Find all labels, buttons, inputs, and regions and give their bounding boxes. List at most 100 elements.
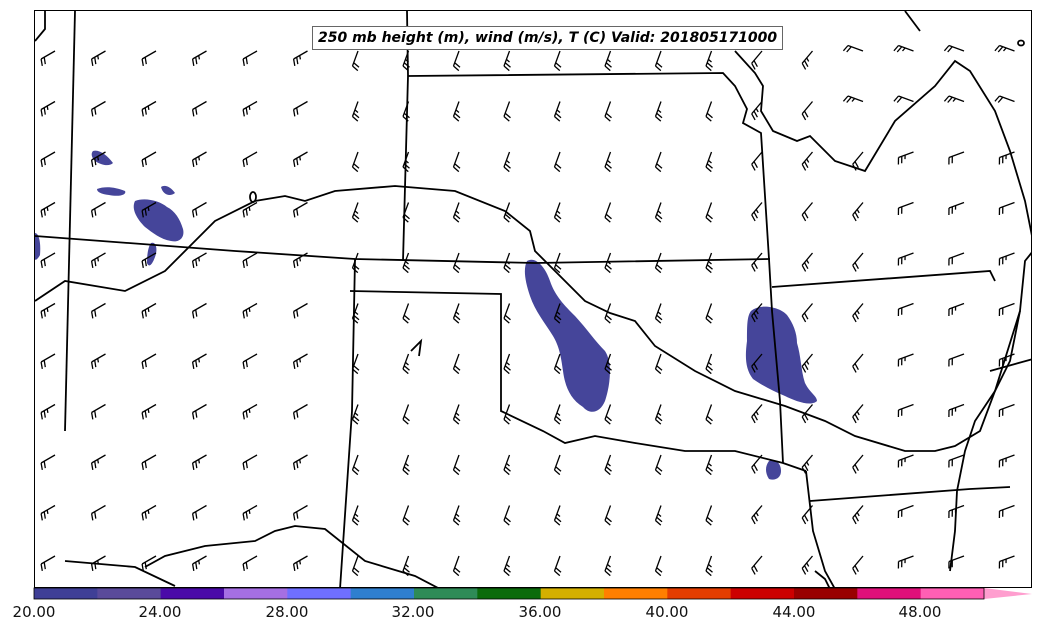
wind-barb	[801, 252, 813, 272]
border-line	[805, 470, 835, 587]
colorbar-extend-arrow	[984, 588, 1032, 599]
wind-barb	[402, 505, 410, 526]
temperature-contour-fill	[524, 259, 610, 412]
wind-barbs	[40, 44, 1015, 577]
wind-barb	[604, 50, 612, 72]
wind-barb	[90, 201, 106, 218]
wind-barb	[292, 151, 308, 168]
wind-barb	[553, 202, 562, 223]
wind-barb	[751, 404, 763, 424]
colorbar-tick-label: 44.00	[772, 603, 816, 621]
wind-barb	[292, 100, 308, 117]
colorbar-cells	[34, 588, 985, 599]
wind-barb	[751, 252, 763, 272]
wind-barb	[943, 95, 965, 103]
wind-barb	[90, 151, 106, 168]
border-line	[407, 72, 770, 260]
wind-barb	[553, 454, 562, 476]
wind-barb	[801, 353, 813, 373]
colorbar-tick-label: 40.00	[645, 603, 689, 621]
wind-barb	[852, 505, 864, 525]
wind-barb	[751, 555, 763, 575]
wind-barb	[897, 353, 914, 367]
wind-barb	[604, 454, 612, 476]
wind-barb	[998, 201, 1015, 216]
wind-barb	[604, 151, 612, 173]
colorbar-tick-label: 36.00	[518, 603, 562, 621]
wind-barb	[292, 252, 308, 269]
wind-barb	[242, 555, 258, 572]
wind-barb	[402, 101, 410, 122]
wind-barb	[292, 353, 308, 370]
wind-barb	[141, 403, 157, 420]
temperature-contour-fill	[766, 460, 781, 480]
wind-barb	[452, 50, 461, 72]
colorbar-outline	[33, 587, 985, 600]
wind-barb	[801, 101, 813, 121]
wind-barb	[452, 505, 461, 526]
wind-barb	[654, 353, 663, 375]
wind-barb	[705, 50, 713, 72]
colorbar-cell	[667, 588, 732, 599]
wind-barb	[452, 555, 461, 577]
wind-barb	[141, 302, 157, 319]
wind-barb	[897, 504, 914, 519]
wind-barb	[242, 151, 258, 168]
wind-barb	[351, 404, 360, 425]
wind-barb	[801, 454, 813, 474]
wind-barb	[604, 353, 612, 375]
border-line	[35, 11, 46, 42]
colorbar-cell	[920, 588, 985, 599]
wind-barb	[191, 504, 207, 521]
wind-barb	[351, 505, 360, 526]
wind-barb	[553, 353, 562, 375]
wind-barb	[604, 202, 612, 223]
wind-barb	[351, 151, 360, 173]
wind-barb	[191, 302, 207, 319]
wind-barb	[292, 454, 308, 471]
wind-barb	[351, 202, 360, 223]
wind-barb	[852, 353, 864, 373]
border-line	[339, 258, 356, 587]
wind-barb	[654, 252, 663, 274]
wind-barb	[801, 505, 813, 525]
wind-barb	[705, 101, 713, 122]
wind-barb	[402, 252, 410, 274]
wind-barb	[292, 403, 308, 420]
colorbar-tick-label: 24.00	[138, 603, 182, 621]
wind-barb	[553, 505, 562, 526]
wind-barb	[654, 404, 663, 425]
wind-barb	[191, 555, 207, 572]
wind-barb	[452, 454, 461, 476]
wind-barb	[191, 353, 207, 370]
wind-barb	[141, 454, 157, 471]
map-panel: 250 mb height (m), wind (m/s), T (C) Val…	[34, 10, 1032, 588]
temperature-contour-fill	[91, 150, 113, 166]
wind-barb	[402, 50, 410, 72]
wind-barb	[604, 101, 612, 122]
wind-barb	[852, 404, 864, 424]
colorbar-cell	[477, 588, 542, 599]
colorbar-cell	[604, 588, 668, 599]
map-title: 250 mb height (m), wind (m/s), T (C) Val…	[312, 26, 784, 50]
map-canvas	[35, 11, 1031, 587]
wind-barb	[242, 454, 258, 471]
wind-barb	[801, 303, 813, 323]
wind-barb	[553, 252, 562, 274]
border-line	[64, 11, 76, 432]
wind-barb	[801, 404, 813, 424]
wind-barb	[948, 504, 965, 519]
wind-barb	[654, 505, 663, 526]
wind-barb	[751, 454, 763, 474]
wind-barb	[292, 504, 308, 521]
wind-barb	[242, 302, 258, 319]
wind-barb	[751, 202, 763, 222]
wind-barb	[948, 555, 965, 569]
wind-barb	[242, 353, 258, 370]
wind-barb	[90, 504, 106, 521]
wind-barb	[452, 252, 461, 274]
wind-barb	[452, 151, 461, 173]
border-line	[768, 258, 784, 464]
border-line	[1017, 39, 1025, 47]
temperature-contour-fill	[147, 242, 157, 266]
